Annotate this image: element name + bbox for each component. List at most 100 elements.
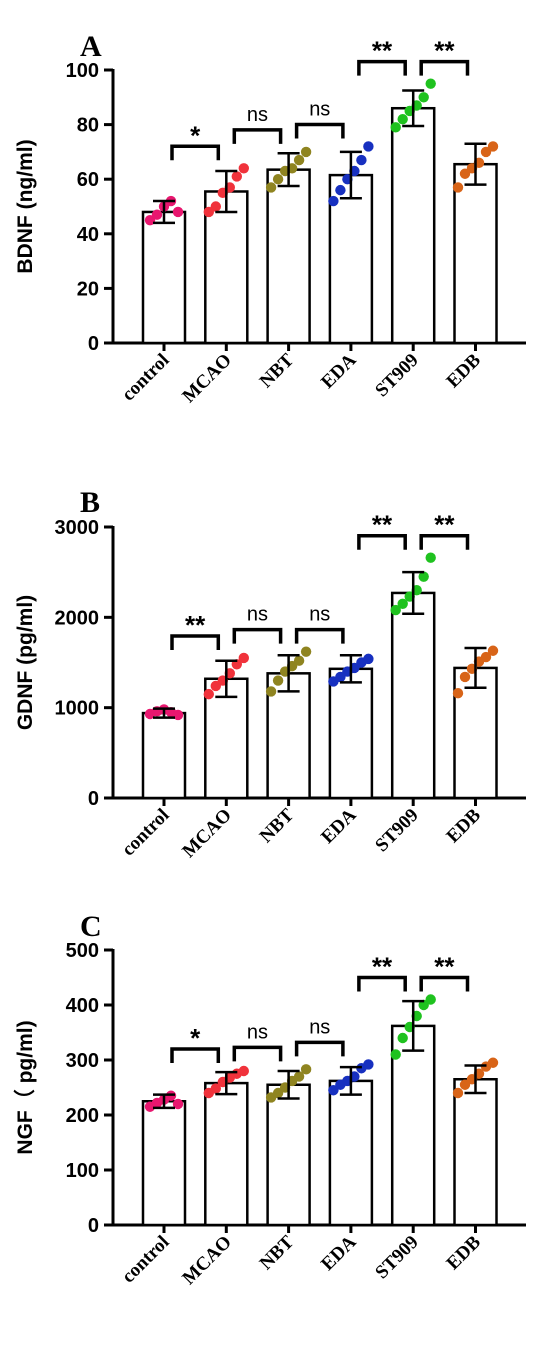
y-tick-label: 1000 <box>55 698 100 720</box>
x-tick-label: ST909 <box>371 805 422 856</box>
significance-label: ** <box>434 510 455 540</box>
x-tick-label: EDA <box>317 349 360 392</box>
y-axis-label: GDNF (pg/ml) <box>14 595 37 730</box>
significance-label: * <box>190 1023 201 1053</box>
y-tick-label: 3000 <box>55 517 100 539</box>
significance-bracket <box>419 533 470 550</box>
data-point <box>397 598 408 609</box>
data-point <box>293 1071 305 1082</box>
significance-bracket <box>357 533 407 550</box>
significance-bracket <box>294 627 345 644</box>
data-point <box>397 1032 408 1044</box>
y-tick-label: 100 <box>66 1160 99 1182</box>
data-point <box>425 994 436 1005</box>
data-point <box>238 652 249 664</box>
data-point <box>272 174 284 185</box>
significance-bracket <box>232 128 283 144</box>
data-point <box>328 195 339 207</box>
data-point <box>397 113 408 125</box>
bar-mcao <box>204 1081 249 1227</box>
panel-label: C <box>80 910 102 943</box>
data-point <box>203 206 214 218</box>
x-tick-label: NBT <box>256 349 299 392</box>
data-point <box>363 1059 374 1070</box>
significance-bracket <box>357 59 407 76</box>
data-point <box>238 163 249 174</box>
bar-st909 <box>390 1024 436 1227</box>
data-point <box>172 709 184 721</box>
x-tick-label: ST909 <box>371 350 422 401</box>
data-point <box>452 688 464 699</box>
data-point <box>300 646 312 657</box>
x-tick-label: control <box>118 805 174 861</box>
significance-bracket <box>294 1040 345 1057</box>
data-point <box>265 686 277 697</box>
data-point <box>480 651 492 663</box>
data-point <box>335 671 346 683</box>
y-tick-label: 80 <box>77 115 99 137</box>
bar-edb <box>453 162 498 345</box>
data-point <box>452 182 464 193</box>
data-point <box>210 1083 221 1094</box>
data-point <box>487 645 499 656</box>
y-tick-label: 0 <box>88 333 99 355</box>
y-tick-label: 0 <box>88 1215 99 1237</box>
data-point <box>300 146 312 158</box>
data-point <box>144 214 156 226</box>
bar-nbt <box>266 168 311 345</box>
bar-edb <box>453 1078 498 1227</box>
significance-bracket <box>294 122 345 139</box>
significance-label: ns <box>247 604 268 626</box>
data-point <box>418 571 429 582</box>
chart-panel-a: A BDNF (ng/ml) 0 20 40 60 80 100 control MCAO NBT E… <box>14 30 526 407</box>
data-point <box>203 688 214 700</box>
data-point <box>172 206 184 218</box>
significance-label: ns <box>309 604 330 626</box>
y-tick-label: 400 <box>66 995 99 1017</box>
significance-bracket <box>232 627 283 644</box>
data-point <box>390 122 401 133</box>
significance-label: ** <box>434 952 455 982</box>
y-axis-label: NGF（ pg/ml) <box>13 1020 37 1154</box>
y-tick-label: 500 <box>66 940 99 962</box>
data-point <box>390 604 401 616</box>
significance-label: * <box>190 120 201 150</box>
significance-bracket <box>170 144 221 161</box>
y-tick-label: 0 <box>88 788 99 810</box>
data-point <box>151 209 163 220</box>
significance-bracket <box>170 1047 221 1063</box>
y-tick-label: 60 <box>77 169 99 191</box>
data-point <box>487 141 499 152</box>
significance-bracket <box>232 1045 283 1062</box>
data-point <box>265 182 277 193</box>
significance-label: ns <box>309 1016 330 1038</box>
y-tick-label: 40 <box>77 224 99 246</box>
y-tick-label: 200 <box>66 1105 99 1127</box>
data-point <box>356 154 367 166</box>
y-tick-label: 2000 <box>55 607 100 629</box>
data-point <box>293 154 305 166</box>
data-point <box>363 653 374 665</box>
x-tick-label: control <box>118 1232 174 1288</box>
data-point <box>363 141 374 152</box>
x-tick-label: control <box>118 350 174 406</box>
x-tick-label: NBT <box>256 804 299 847</box>
y-axis-label: BDNF (ng/ml) <box>14 139 37 273</box>
bar-control <box>141 711 187 800</box>
bar-control <box>141 1100 187 1227</box>
significance-bracket <box>357 975 407 992</box>
significance-bracket <box>170 634 221 650</box>
x-tick-label: EDA <box>317 804 360 847</box>
significance-label: ** <box>434 36 455 66</box>
x-tick-label: ST909 <box>371 1232 422 1283</box>
significance-label: ns <box>247 104 268 126</box>
data-point <box>418 92 429 103</box>
data-point <box>238 1065 249 1077</box>
significance-label: ns <box>247 1021 268 1043</box>
panel-label: A <box>80 30 102 63</box>
data-point <box>335 184 346 196</box>
significance-label: ** <box>372 36 393 66</box>
y-tick-label: 20 <box>77 278 99 300</box>
panel-label: B <box>80 486 100 519</box>
x-tick-label: EDB <box>443 804 486 847</box>
